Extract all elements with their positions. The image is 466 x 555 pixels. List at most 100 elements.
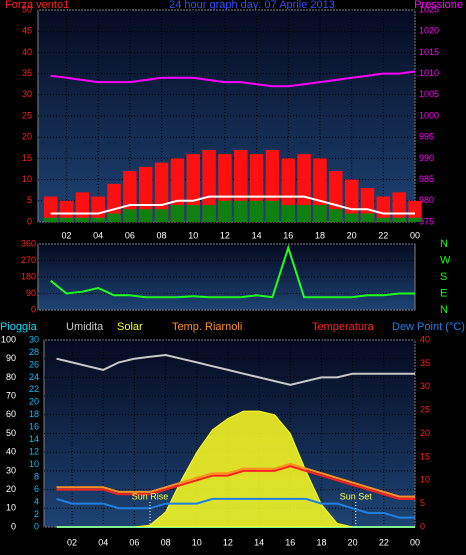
pressure-label: Pressione	[414, 0, 463, 11]
series-line	[56, 353, 415, 386]
series-line	[50, 244, 415, 299]
bar	[297, 205, 311, 222]
legend-entry: Temperatura	[312, 321, 375, 333]
bar	[154, 162, 169, 222]
y-tick-label: 30	[6, 465, 16, 475]
x-tick-label: 22	[378, 230, 388, 240]
bar	[186, 205, 200, 222]
legend-entry: Temp. Riarnoli	[172, 321, 242, 333]
x-tick-label: 18	[315, 230, 325, 240]
y2-tick-label: 995	[419, 132, 434, 142]
y3-tick-label: 14	[29, 434, 39, 444]
x-tick-label: 14	[252, 230, 262, 240]
y2-tick-label: 30	[420, 381, 430, 391]
y3-tick-label: 2	[34, 509, 39, 519]
legend-entry: Umidita	[66, 321, 104, 333]
x-tick-label: 12	[220, 230, 230, 240]
y-tick-label: 180	[21, 271, 36, 281]
y2-tick-label: 5	[420, 498, 425, 508]
x-tick-label: 10	[192, 537, 202, 547]
x-tick-label: 02	[62, 230, 72, 240]
x-tick-label: 10	[188, 230, 198, 240]
y-tick-label: 40	[6, 447, 16, 457]
x-tick-label: 08	[161, 537, 171, 547]
y3-tick-label: 18	[29, 409, 39, 419]
y2-tick-label: 20	[420, 428, 430, 438]
solar-area	[56, 410, 415, 528]
bar	[249, 200, 264, 222]
x-tick-label: 06	[129, 537, 139, 547]
y3-tick-label: 28	[29, 347, 39, 357]
y-tick-label: 20	[22, 132, 32, 142]
bar	[408, 200, 422, 222]
y3-tick-label: 4	[34, 496, 39, 506]
y3-tick-label: 12	[29, 447, 39, 457]
y-tick-label: 15	[22, 153, 32, 163]
x-tick-label: 12	[223, 537, 233, 547]
annotation: Sun Rise	[132, 491, 169, 501]
bar	[360, 213, 375, 222]
bar	[392, 192, 406, 222]
bar	[313, 205, 327, 222]
bar	[265, 200, 280, 222]
series-line	[56, 465, 415, 500]
y-tick-label: 50	[6, 428, 16, 438]
y2-tick-label: 15	[420, 451, 430, 461]
legend-entry: Dew Point (°C)	[392, 321, 465, 333]
bar	[234, 200, 248, 222]
y-tick-label: 40	[22, 47, 32, 57]
series-line	[50, 70, 416, 88]
y2-tick-label: 990	[419, 153, 434, 163]
bar	[392, 217, 406, 222]
y-tick-label: 90	[26, 288, 36, 298]
bar	[91, 217, 105, 222]
bar	[202, 149, 216, 222]
y2-tick-label: 980	[419, 195, 434, 205]
x-tick-label: 06	[125, 230, 135, 240]
legend-entry: Solar	[117, 321, 143, 333]
y-tick-label: 90	[6, 353, 16, 363]
annotation: Sun Set	[340, 491, 373, 501]
bar	[376, 217, 391, 222]
bar	[170, 205, 185, 222]
x-tick-label: 04	[98, 537, 108, 547]
bar	[91, 196, 105, 222]
y-tick-label: 270	[21, 255, 36, 265]
y2-tick-label: 1000	[419, 110, 439, 120]
y2-tick-label: 1015	[419, 47, 439, 57]
bar	[408, 217, 422, 222]
x-tick-label: 04	[93, 230, 103, 240]
bar	[59, 200, 74, 222]
y-tick-label: 25	[22, 110, 32, 120]
y2-tick-label: 985	[419, 174, 434, 184]
y2-tick-label: N	[440, 238, 448, 250]
x-tick-label: 18	[316, 537, 326, 547]
x-tick-label: 22	[379, 537, 389, 547]
y-tick-label: 50	[22, 4, 32, 14]
y-tick-label: 70	[6, 390, 16, 400]
y2-tick-label: 1025	[419, 4, 439, 14]
y3-tick-label: 0	[34, 521, 39, 531]
x-tick-label: 00	[410, 230, 420, 240]
y2-tick-label: 25	[420, 405, 430, 415]
x-tick-label: 00	[410, 537, 420, 547]
y3-tick-label: 26	[29, 359, 39, 369]
bar	[75, 217, 90, 222]
y3-tick-label: 30	[29, 334, 39, 344]
series-line	[56, 462, 415, 498]
y-tick-label: 35	[22, 68, 32, 78]
direction-panel	[37, 243, 416, 311]
legend-entry: Pioggia	[0, 321, 38, 333]
bar	[138, 166, 153, 222]
bar	[202, 205, 216, 222]
y2-tick-label: 1020	[419, 26, 439, 36]
wind-label: Forza vento1	[5, 0, 69, 11]
y2-tick-label: 1010	[419, 68, 439, 78]
y3-tick-label: 6	[34, 484, 39, 494]
bar	[75, 192, 90, 222]
y2-tick-label: N	[440, 304, 448, 316]
x-tick-label: 08	[157, 230, 167, 240]
bar	[43, 217, 58, 222]
y-tick-label: 0	[31, 304, 36, 314]
